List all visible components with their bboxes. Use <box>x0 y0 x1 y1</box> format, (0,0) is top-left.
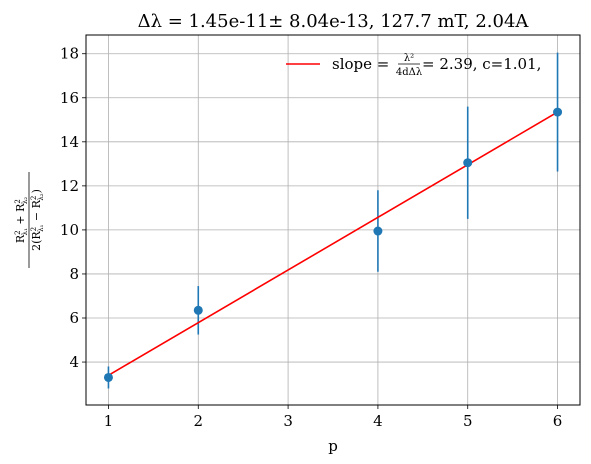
y-axis-label: R2λ₁ + R2λ₂ 2(R2λ₁ − R2λ₂) <box>14 172 45 268</box>
plot-frame <box>85 34 581 406</box>
legend-fraction-numerator: λ² <box>404 53 414 64</box>
y-tick-label: 6 <box>69 309 79 327</box>
y-tick-label: 4 <box>69 353 79 371</box>
data-point <box>193 305 203 315</box>
legend-label-prefix: slope = <box>332 55 389 73</box>
y-tick-label: 16 <box>60 89 79 107</box>
legend: slope = λ² 4dΔλ = 2.39, c=1.01, <box>286 53 541 78</box>
grid <box>86 35 580 405</box>
chart-title: Δλ = 1.45e-11± 8.04e-13, 127.7 mT, 2.04A <box>138 11 530 32</box>
y-tick-label: 18 <box>60 45 79 63</box>
y-tick-label: 14 <box>60 133 79 151</box>
x-tick-label: 1 <box>104 412 114 430</box>
x-tick-label: 6 <box>553 412 563 430</box>
legend-label-suffix: = 2.39, c=1.01, <box>422 55 541 73</box>
y-axis-label-numerator: R2λ₁ + R2λ₂ <box>14 197 29 243</box>
x-axis-label: p <box>328 437 338 455</box>
x-tick-label: 2 <box>193 412 203 430</box>
series-layer <box>103 52 563 389</box>
data-point <box>463 158 473 168</box>
x-tick-label: 3 <box>283 412 293 430</box>
y-tick-label: 12 <box>60 177 79 195</box>
x-tick-label: 4 <box>373 412 383 430</box>
x-tick-label: 5 <box>463 412 473 430</box>
legend-fraction-denominator: 4dΔλ <box>396 67 423 78</box>
data-point <box>103 372 113 382</box>
data-point <box>553 107 563 117</box>
y-tick-label: 10 <box>60 221 79 239</box>
data-point <box>373 226 383 236</box>
y-axis-label-denominator: 2(R2λ₁ − R2λ₂) <box>30 189 45 251</box>
y-tick-label: 8 <box>69 265 79 283</box>
fit-line <box>108 111 558 376</box>
